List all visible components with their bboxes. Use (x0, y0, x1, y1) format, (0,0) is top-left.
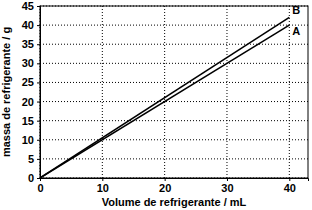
y-tick-label: 35 (22, 38, 34, 50)
y-tick-label: 5 (28, 153, 34, 165)
grid-line (40, 25, 308, 26)
x-tick-label: 40 (284, 182, 296, 194)
grid-line (40, 120, 308, 121)
x-tick-label: 10 (97, 182, 109, 194)
series-line (40, 25, 289, 178)
y-tick-label: 15 (22, 115, 34, 127)
y-tick-label: 45 (22, 0, 34, 12)
grid-line (40, 139, 308, 140)
y-tick: 20 (22, 96, 40, 108)
chart: 0 10 20 30 40 0 5 10 15 20 25 30 35 40 45 AB Volume de r… (0, 0, 312, 210)
lines (40, 17, 289, 178)
x-tick: 0 (37, 178, 43, 194)
plot: 0 10 20 30 40 0 5 10 15 20 25 30 35 40 45 AB (22, 0, 309, 194)
y-tick-label: 20 (22, 96, 34, 108)
grid-line (40, 158, 308, 159)
y-tick-label: 40 (22, 19, 34, 31)
x-tick-label: 30 (221, 182, 233, 194)
x-tick: 30 (221, 178, 233, 194)
series-label: A (292, 25, 300, 37)
y-tick: 45 (22, 0, 40, 12)
y-tick: 35 (22, 38, 40, 50)
x-axis-line (41, 179, 309, 182)
x-tick-label: 20 (159, 182, 171, 194)
grid-line (102, 6, 103, 178)
grid-line (289, 6, 290, 178)
y-tick: 40 (22, 19, 40, 31)
grid-line (40, 44, 308, 45)
grid-line (40, 63, 308, 64)
x-axis-title: Volume de refrigerante / mL (102, 196, 247, 208)
series-line (40, 17, 289, 178)
grid-line (40, 82, 308, 83)
y-tick: 10 (22, 134, 40, 146)
grid-line (40, 101, 308, 102)
y-tick: 5 (28, 153, 40, 165)
y-axis: 0 5 10 15 20 25 30 35 40 45 (22, 0, 41, 184)
x-tick-label: 0 (37, 182, 43, 194)
y-tick: 25 (22, 76, 40, 88)
plot-frame (40, 6, 308, 178)
series-label: B (292, 4, 300, 16)
grid (40, 6, 308, 178)
grid-line (226, 6, 227, 178)
y-axis-title: massa de refrigerante / g (0, 27, 12, 157)
y-tick: 15 (22, 115, 40, 127)
x-tick: 20 (159, 178, 171, 194)
x-axis: 0 10 20 30 40 (37, 178, 308, 194)
series-labels: AB (292, 4, 300, 37)
y-tick-label: 25 (22, 76, 34, 88)
x-tick: 40 (284, 178, 296, 194)
y-tick: 30 (22, 57, 40, 69)
y-tick-label: 30 (22, 57, 34, 69)
x-tick: 10 (97, 178, 109, 194)
y-tick-label: 10 (22, 134, 34, 146)
y-tick-label: 0 (28, 172, 34, 184)
grid-line (164, 6, 165, 178)
y-tick: 0 (28, 172, 40, 184)
